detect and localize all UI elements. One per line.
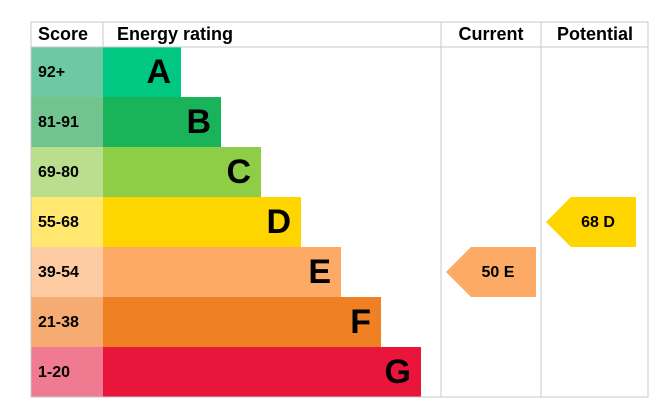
header-potential: Potential	[557, 24, 633, 44]
score-cell	[31, 47, 103, 97]
rating-bar	[103, 197, 301, 247]
score-label: 81-91	[38, 114, 79, 131]
table-lines	[30, 21, 649, 398]
rating-letter: A	[146, 53, 171, 91]
header-current: Current	[458, 24, 523, 44]
rating-letter: F	[350, 303, 371, 341]
current-arrow	[446, 247, 536, 297]
rating-letter: C	[226, 153, 251, 191]
score-label: 1-20	[38, 364, 70, 381]
score-cell	[31, 347, 103, 397]
score-label: 92+	[38, 64, 65, 81]
potential-arrow	[546, 197, 636, 247]
potential-label: 68 D	[581, 214, 615, 231]
score-cell	[31, 147, 103, 197]
table-border	[30, 21, 649, 398]
score-cell	[31, 247, 103, 297]
score-label: 39-54	[38, 264, 79, 281]
score-label: 69-80	[38, 164, 79, 181]
rating-bar	[103, 247, 341, 297]
header-rating: Energy rating	[117, 24, 233, 44]
score-cell	[31, 97, 103, 147]
rating-letter: G	[385, 353, 411, 391]
current-label: 50 E	[482, 264, 515, 281]
score-label: 55-68	[38, 214, 79, 231]
header-score: Score	[38, 24, 88, 44]
rating-letter: E	[308, 253, 331, 291]
score-cell	[31, 197, 103, 247]
rating-bar	[103, 97, 221, 147]
rating-letter: D	[266, 203, 291, 241]
rating-bar	[103, 47, 181, 97]
score-label: 21-38	[38, 314, 79, 331]
rating-bar	[103, 347, 421, 397]
rating-bar	[103, 297, 381, 347]
score-cell	[31, 297, 103, 347]
rating-letter: B	[186, 103, 211, 141]
rating-bar	[103, 147, 261, 197]
bands: 92+ A 81-91 B 69-80 C 55-68 D 39-54 E 21-38 F 1-20 G	[31, 47, 421, 397]
